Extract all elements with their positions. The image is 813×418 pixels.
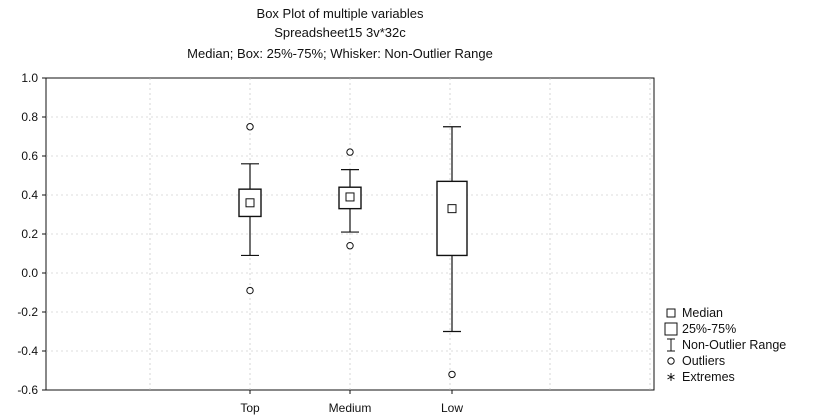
y-tick-label: 0.4 <box>21 188 38 202</box>
legend-item-outliers: Outliers <box>664 353 786 369</box>
chart-title: Box Plot of multiple variables <box>256 6 424 21</box>
legend-item-whisker: Non-Outlier Range <box>664 337 786 353</box>
legend-label-median: Median <box>682 306 723 320</box>
outlier-point <box>346 148 354 156</box>
median-marker <box>345 192 355 202</box>
whisker-icon <box>664 338 678 352</box>
iqr-box <box>436 180 468 257</box>
y-tick-label: -0.4 <box>17 344 38 358</box>
y-tick-label: 1.0 <box>21 71 38 85</box>
chart-subtitle-2: Median; Box: 25%-75%; Whisker: Non-Outli… <box>187 46 493 61</box>
median-marker <box>245 198 255 208</box>
x-tick-label: Medium <box>329 401 372 415</box>
legend-label-box: 25%-75% <box>682 322 737 336</box>
legend-label-outliers: Outliers <box>682 354 726 368</box>
chart-subtitle: Spreadsheet15 3v*32c <box>274 25 406 40</box>
legend-label-whisker: Non-Outlier Range <box>682 338 787 352</box>
outlier-point <box>448 370 456 379</box>
outlier-point <box>246 286 254 295</box>
y-tick-label: -0.2 <box>17 305 38 319</box>
outlier-point <box>346 242 354 250</box>
y-tick-label: 0.2 <box>21 227 38 241</box>
y-tick-label: 0.0 <box>21 266 38 280</box>
legend-item-median: Median <box>664 305 786 321</box>
outlier-point <box>246 123 254 131</box>
chart-legend: Median 25%-75% Non-Outlier Range Outlier… <box>664 305 786 385</box>
y-tick-label: 0.8 <box>21 110 38 124</box>
legend-label-extremes: Extremes <box>682 370 735 384</box>
legend-item-extremes: Extremes <box>664 369 786 385</box>
extreme-asterisk-icon <box>664 372 678 382</box>
x-tick-label: Top <box>240 401 260 415</box>
box-rect-icon <box>664 322 678 336</box>
y-tick-label: -0.6 <box>17 383 38 397</box>
outlier-circle-icon <box>664 356 678 366</box>
median-square-icon <box>664 308 678 318</box>
y-tick-label: 0.6 <box>21 149 38 163</box>
median-marker <box>447 204 457 214</box>
legend-item-box: 25%-75% <box>664 321 786 337</box>
x-tick-label: Low <box>441 401 463 415</box>
